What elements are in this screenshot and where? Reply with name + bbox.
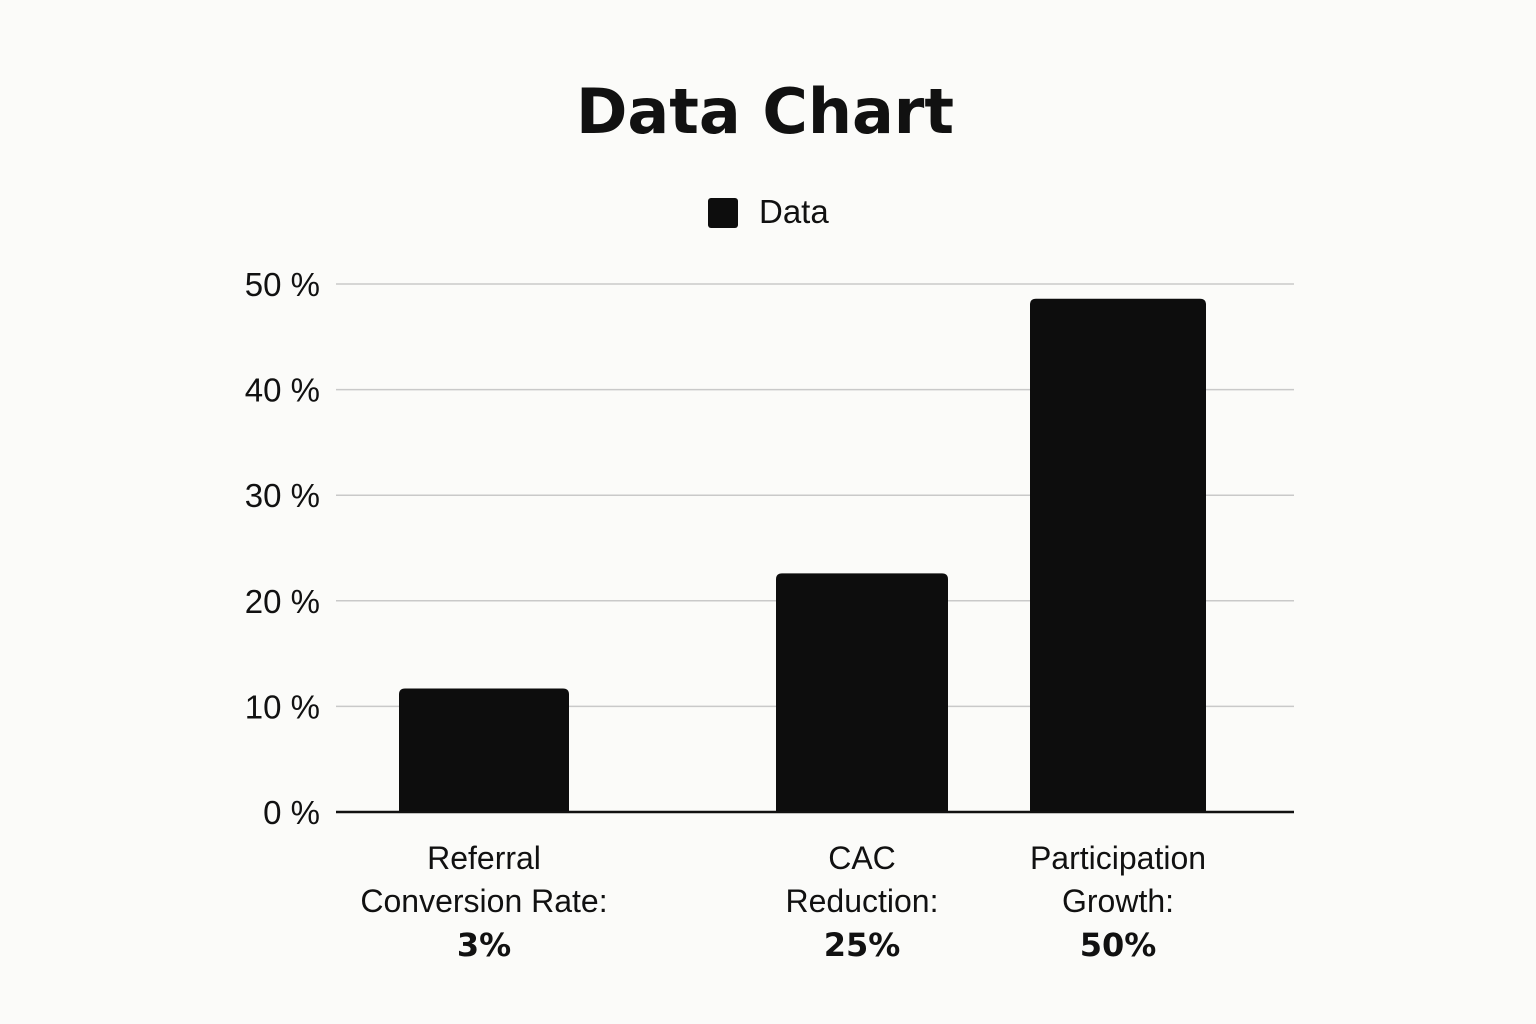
- y-tick-label: 50 %: [245, 266, 320, 303]
- x-category-value-label: 50%: [1080, 926, 1157, 964]
- y-axis-tick-labels: 0 % 10 % 20 % 30 % 40 % 50 %: [245, 266, 320, 831]
- x-category-label-line: Conversion Rate:: [360, 883, 607, 919]
- x-category-label-line: Referral: [427, 840, 541, 876]
- legend: Data: [708, 193, 829, 230]
- legend-swatch: [708, 198, 738, 228]
- bar: [776, 573, 948, 812]
- y-tick-label: 10 %: [245, 688, 320, 725]
- y-tick-label: 30 %: [245, 477, 320, 514]
- x-category-label-line: CAC: [828, 840, 896, 876]
- bar: [1030, 298, 1206, 812]
- x-category-value-label: 3%: [457, 926, 511, 964]
- bar: [399, 688, 569, 812]
- bars: [399, 298, 1206, 812]
- x-axis-category-labels: Referral Conversion Rate: 3% CAC Reduction: 2…: [360, 840, 1206, 964]
- x-category-label-line: Participation: [1030, 840, 1206, 876]
- legend-label: Data: [759, 193, 829, 230]
- x-category-label-line: Growth:: [1062, 883, 1174, 919]
- y-tick-label: 20 %: [245, 583, 320, 620]
- y-tick-label: 40 %: [245, 372, 320, 409]
- y-tick-label: 0 %: [263, 794, 320, 831]
- x-category-value-label: 25%: [824, 926, 901, 964]
- chart-title: Data Chart: [576, 75, 954, 148]
- x-category-label-line: Reduction:: [786, 883, 939, 919]
